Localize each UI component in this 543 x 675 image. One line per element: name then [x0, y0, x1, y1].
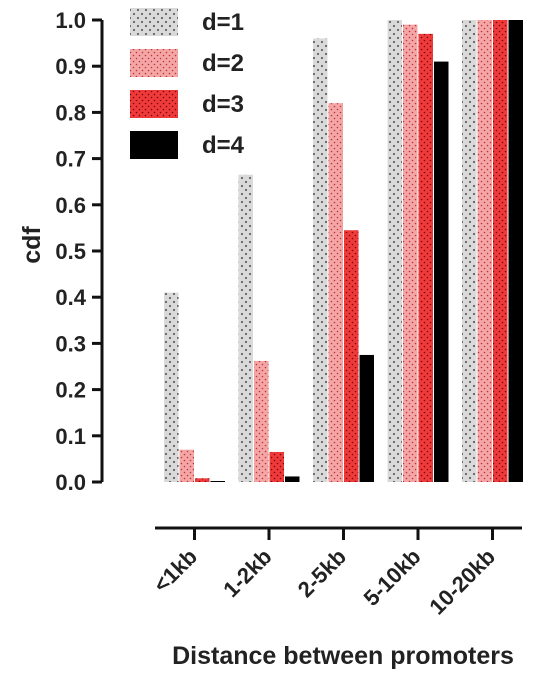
y-tick-label: 0.0: [55, 470, 86, 495]
bar-d=2-1-2kb: [254, 360, 269, 482]
bar-d=2-5-10kb: [403, 24, 418, 483]
bar-d=3-10-20kb: [493, 20, 508, 482]
y-tick-label: 0.3: [55, 331, 86, 356]
bar-marks: [164, 20, 523, 483]
y-axis: 0.0 0.1 0.2 0.3 0.4 0.5 0.6 0.7 0.8 0.9 1.0: [55, 8, 104, 495]
y-tick-label: 0.6: [55, 193, 86, 218]
bar-d=4-<1kb: [210, 481, 225, 482]
bar-d=4-10-20kb: [508, 20, 523, 482]
y-tick-label: 1.0: [55, 8, 86, 33]
bar-d=2-<1kb: [179, 449, 194, 482]
y-tick-label: 0.9: [55, 54, 86, 79]
bar-d=1-2-5kb: [313, 38, 328, 482]
x-tick-label: 10-20kb: [424, 544, 500, 620]
x-axis-title: Distance between promoters: [172, 642, 514, 670]
y-tick-label: 0.7: [55, 147, 86, 172]
legend-label-d=4: d=4: [202, 132, 245, 159]
y-tick-label: 0.8: [55, 100, 86, 125]
bar-d=3-<1kb: [195, 478, 210, 482]
bar-d=3-1-2kb: [269, 451, 284, 482]
legend-swatch-d=4: [130, 131, 178, 159]
legend-swatch-d=3: [130, 90, 178, 118]
y-tick-label: 0.2: [55, 378, 86, 403]
y-tick-label: 0.4: [55, 285, 86, 310]
bar-d=1-1-2kb: [238, 174, 253, 482]
y-tick-label: 0.5: [55, 239, 86, 264]
legend-label-d=1: d=1: [202, 9, 244, 36]
legend-label-d=3: d=3: [202, 91, 244, 118]
x-tick-label: <1kb: [148, 544, 202, 598]
bar-d=3-5-10kb: [418, 33, 433, 483]
bar-d=4-5-10kb: [434, 61, 449, 483]
legend-label-d=2: d=2: [202, 50, 244, 77]
legend-swatch-d=1: [130, 8, 178, 36]
bar-d=4-2-5kb: [359, 354, 374, 482]
bar-d=1-10-20kb: [462, 20, 477, 482]
bar-d=3-2-5kb: [344, 230, 359, 482]
x-tick-label: 1-2kb: [218, 544, 276, 602]
bar-d=4-1-2kb: [285, 476, 300, 482]
y-axis-title: cdf: [18, 226, 46, 264]
x-tick-label: 2-5kb: [293, 544, 351, 602]
bar-d=1-5-10kb: [387, 20, 402, 482]
legend: d=1 d=2 d=3 d=4: [130, 8, 245, 159]
x-tick-label: 5-10kb: [359, 544, 426, 611]
bar-d=2-10-20kb: [477, 20, 492, 482]
bar-d=1-<1kb: [164, 292, 179, 482]
legend-swatch-d=2: [130, 49, 178, 77]
y-tick-label: 0.1: [55, 424, 86, 449]
bar-d=2-2-5kb: [328, 103, 343, 482]
